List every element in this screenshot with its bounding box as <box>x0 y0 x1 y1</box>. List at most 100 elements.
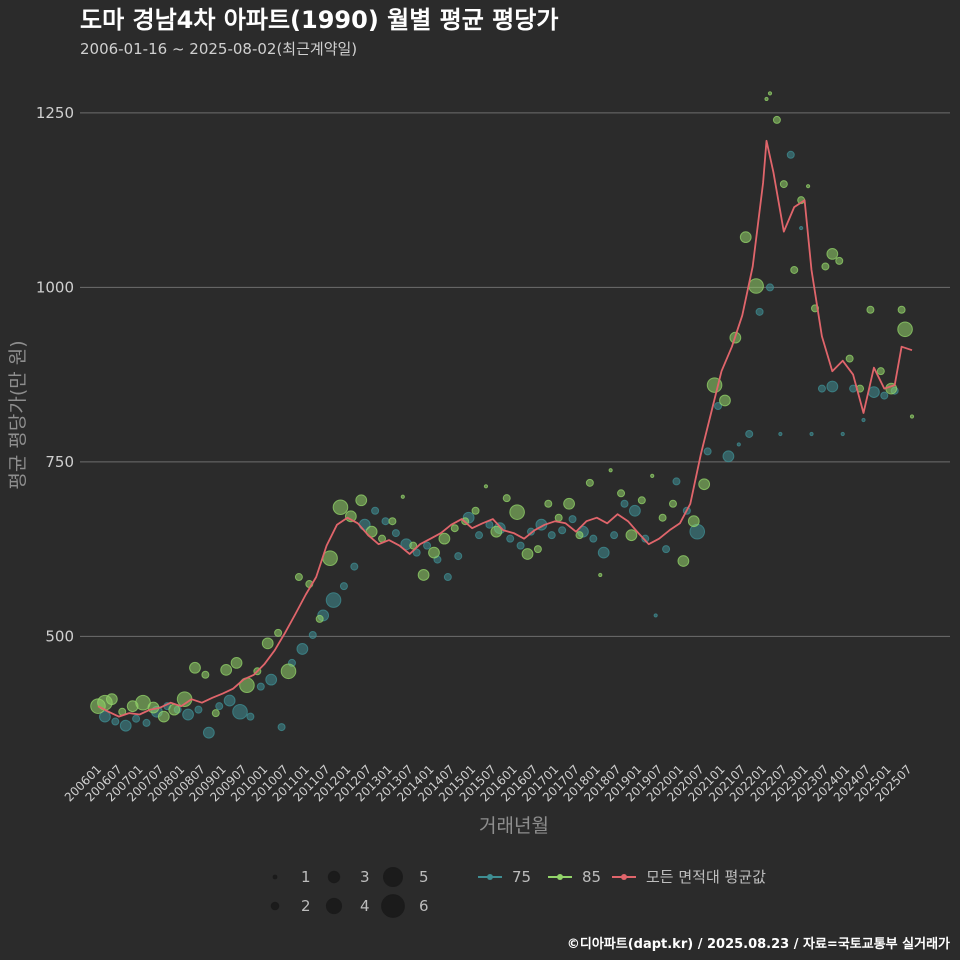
point-75 <box>653 613 658 618</box>
point-75 <box>722 450 735 463</box>
point-75 <box>662 545 671 554</box>
point-85 <box>909 414 915 419</box>
y-tick-label: 1000 <box>36 278 74 296</box>
point-75 <box>423 541 432 550</box>
point-85 <box>230 656 243 669</box>
point-75 <box>443 573 452 582</box>
point-75 <box>256 682 265 691</box>
point-85 <box>220 663 233 676</box>
size-legend-dot <box>325 897 343 915</box>
point-85 <box>835 256 844 265</box>
point-85 <box>826 248 839 260</box>
point-85 <box>521 548 534 560</box>
point-75 <box>412 548 421 557</box>
point-75 <box>641 534 650 543</box>
point-75 <box>786 150 795 159</box>
point-75 <box>265 673 278 686</box>
point-85 <box>554 513 563 522</box>
point-75 <box>778 431 783 437</box>
point-75 <box>182 708 194 721</box>
point-85 <box>658 513 667 522</box>
size-legend-label: 3 <box>360 868 370 886</box>
point-75 <box>475 531 484 540</box>
point-75 <box>506 534 515 543</box>
point-75 <box>350 562 359 571</box>
point-85 <box>332 499 349 516</box>
size-legend-label: 1 <box>301 868 311 886</box>
point-85 <box>157 710 170 723</box>
point-85 <box>845 354 854 363</box>
point-75 <box>589 534 598 543</box>
size-legend-dot <box>272 874 278 880</box>
point-85 <box>533 545 542 554</box>
size-legend-dot <box>381 894 405 918</box>
point-75 <box>755 307 764 316</box>
point-85 <box>866 305 875 314</box>
point-85 <box>544 499 553 508</box>
point-75 <box>296 643 309 655</box>
point-85 <box>280 663 297 680</box>
point-85 <box>211 709 220 718</box>
point-85 <box>598 572 603 578</box>
point-85 <box>483 484 489 489</box>
legend-key-dot <box>487 874 493 880</box>
point-85 <box>274 628 283 637</box>
point-75 <box>142 718 151 727</box>
point-75 <box>736 442 741 447</box>
point-85 <box>764 96 769 102</box>
point-85 <box>315 614 324 623</box>
point-75 <box>308 630 317 639</box>
point-85 <box>450 524 459 533</box>
series-legend[interactable]: 75 85 모든 면적대 평균값 <box>478 868 766 886</box>
size-legend-label: 4 <box>360 897 370 915</box>
point-75 <box>277 723 286 732</box>
point-85 <box>625 529 638 542</box>
point-85 <box>650 473 655 478</box>
plot-area <box>90 91 915 739</box>
point-85 <box>719 394 731 407</box>
legend-key-dot <box>557 874 563 880</box>
point-85 <box>428 546 440 559</box>
point-85 <box>805 184 811 189</box>
point-75 <box>840 431 845 437</box>
legend-item-avg[interactable]: 모든 면적대 평균값 <box>612 868 766 886</box>
point-85 <box>509 504 525 520</box>
y-tick-label: 500 <box>45 627 74 645</box>
size-legend-label: 2 <box>301 897 311 915</box>
point-75 <box>880 391 889 400</box>
point-75 <box>194 705 203 714</box>
legend-item-s85[interactable]: 85 <box>548 868 601 886</box>
point-85 <box>409 541 418 550</box>
point-75 <box>111 717 120 726</box>
size-legend-label: 5 <box>419 868 429 886</box>
point-85 <box>790 265 799 274</box>
size-legend-dot <box>327 870 341 884</box>
point-85 <box>575 531 584 540</box>
legend-label: 85 <box>582 868 601 886</box>
point-75 <box>867 386 880 398</box>
point-75 <box>558 526 567 535</box>
point-75 <box>119 719 132 732</box>
point-75 <box>714 402 723 411</box>
point-85 <box>388 517 397 526</box>
point-85 <box>677 555 690 567</box>
legend-item-s75[interactable]: 75 <box>478 868 531 886</box>
point-85 <box>876 367 885 376</box>
point-85 <box>739 231 752 244</box>
point-75 <box>610 531 619 540</box>
point-75 <box>765 283 774 292</box>
size-legend: 1 2 3 4 5 6 <box>270 867 429 918</box>
y-axis-ticks: 500 750 1000 1250 <box>36 104 74 645</box>
point-85 <box>897 321 913 338</box>
point-85 <box>201 670 210 679</box>
point-75 <box>745 429 754 438</box>
point-85 <box>637 496 646 505</box>
point-75 <box>232 703 248 720</box>
chart-title: 도마 경남4차 아파트(1990) 월별 평균 평당가 <box>80 6 558 34</box>
size-legend-dot <box>383 867 403 887</box>
point-75 <box>381 517 390 526</box>
caption: ©디아파트(dapt.kr) / 2025.08.23 / 자료=국토교통부 실… <box>567 936 950 952</box>
average-line <box>97 139 913 718</box>
point-75 <box>799 225 804 231</box>
point-85 <box>355 494 368 507</box>
